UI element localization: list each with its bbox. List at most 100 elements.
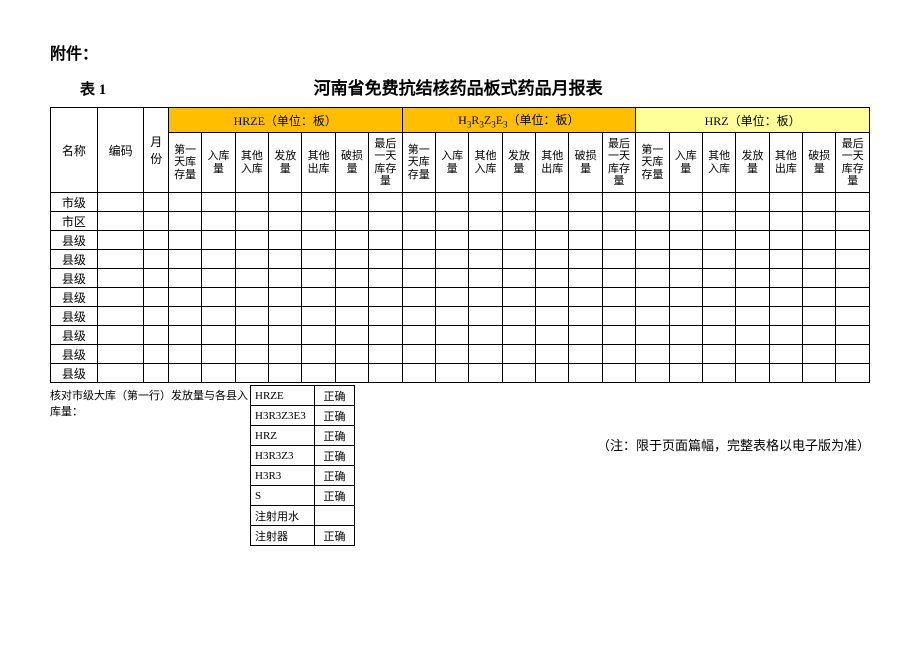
data-cell [803, 212, 836, 231]
verify-status: 正确 [315, 446, 355, 466]
data-cell [202, 364, 235, 383]
data-cell [836, 364, 870, 383]
data-cell [502, 231, 535, 250]
data-cell [636, 364, 669, 383]
data-cell [803, 326, 836, 345]
data-cell [235, 345, 268, 364]
data-cell [235, 288, 268, 307]
data-cell [702, 269, 735, 288]
data-cell [736, 345, 769, 364]
data-cell [502, 193, 535, 212]
data-cell [636, 269, 669, 288]
data-cell [469, 326, 502, 345]
data-cell [769, 364, 802, 383]
data-cell [202, 269, 235, 288]
data-cell [803, 269, 836, 288]
data-cell [369, 231, 402, 250]
data-cell [144, 269, 168, 288]
data-cell [202, 326, 235, 345]
data-cell [669, 326, 702, 345]
data-cell [235, 269, 268, 288]
sub-header-cell: 其他入库 [702, 133, 735, 193]
data-cell [369, 212, 402, 231]
data-cell [769, 345, 802, 364]
data-cell [302, 269, 335, 288]
data-cell [669, 212, 702, 231]
data-cell [269, 307, 302, 326]
data-cell [636, 307, 669, 326]
footer-note: （注：限于页面篇幅，完整表格以电子版为准） [355, 435, 870, 454]
data-cell [602, 345, 635, 364]
group-header-row: 名称 编码 月份 HRZE（单位：板） H3R3Z3E3（单位：板） HRZ（单… [51, 108, 870, 133]
data-cell [302, 212, 335, 231]
data-cell [144, 307, 168, 326]
data-cell [669, 231, 702, 250]
sub-header-row: 第一天库存量入库量其他入库发放量其他出库破损量最后一天库存量第一天库存量入库量其… [51, 133, 870, 193]
data-cell [702, 288, 735, 307]
data-cell [836, 269, 870, 288]
data-cell [702, 364, 735, 383]
data-cell [736, 364, 769, 383]
sub-header-cell: 其他出库 [302, 133, 335, 193]
verify-label: 核对市级大库（第一行）发放量与各县入库量： [50, 385, 250, 419]
data-cell [144, 231, 168, 250]
verify-row: 注射器正确 [251, 526, 355, 546]
data-cell [836, 193, 870, 212]
data-cell [235, 326, 268, 345]
data-cell [168, 345, 201, 364]
data-cell [569, 326, 602, 345]
table-row: 县级 [51, 307, 870, 326]
data-cell [144, 212, 168, 231]
data-cell [502, 364, 535, 383]
data-cell [769, 326, 802, 345]
data-cell [202, 193, 235, 212]
data-cell [335, 231, 368, 250]
data-cell [569, 212, 602, 231]
data-cell [97, 231, 144, 250]
data-cell [402, 364, 435, 383]
data-cell [469, 250, 502, 269]
header-name: 名称 [51, 108, 98, 193]
data-cell [168, 364, 201, 383]
data-cell [97, 212, 144, 231]
data-cell [168, 269, 201, 288]
data-cell [269, 364, 302, 383]
header-month: 月份 [144, 108, 168, 193]
data-cell [402, 212, 435, 231]
data-cell [435, 193, 468, 212]
data-cell [469, 364, 502, 383]
data-cell [769, 288, 802, 307]
main-table: 名称 编码 月份 HRZE（单位：板） H3R3Z3E3（单位：板） HRZ（单… [50, 107, 870, 383]
attachment-label: 附件： [50, 40, 870, 64]
data-cell [636, 326, 669, 345]
sub-header-cell: 其他出库 [769, 133, 802, 193]
data-cell [435, 250, 468, 269]
sub-header-cell: 第一天库存量 [402, 133, 435, 193]
data-cell [469, 212, 502, 231]
data-cell [569, 345, 602, 364]
data-cell [269, 288, 302, 307]
table-row: 市区 [51, 212, 870, 231]
table-body: 市级市区县级县级县级县级县级县级县级县级 [51, 193, 870, 383]
data-cell [144, 193, 168, 212]
data-cell [769, 250, 802, 269]
verify-row: 注射用水 [251, 506, 355, 526]
data-cell [769, 231, 802, 250]
data-cell [97, 269, 144, 288]
data-cell [669, 269, 702, 288]
data-cell [369, 269, 402, 288]
data-cell [144, 288, 168, 307]
verify-name: H3R3 [251, 466, 315, 486]
data-cell [536, 193, 569, 212]
data-cell [803, 250, 836, 269]
sub-header-cell: 发放量 [502, 133, 535, 193]
data-cell [502, 269, 535, 288]
data-cell [669, 193, 702, 212]
data-cell [369, 193, 402, 212]
data-cell [402, 326, 435, 345]
verify-status: 正确 [315, 486, 355, 506]
data-cell [602, 250, 635, 269]
data-cell [302, 288, 335, 307]
data-cell [736, 250, 769, 269]
data-cell [602, 231, 635, 250]
